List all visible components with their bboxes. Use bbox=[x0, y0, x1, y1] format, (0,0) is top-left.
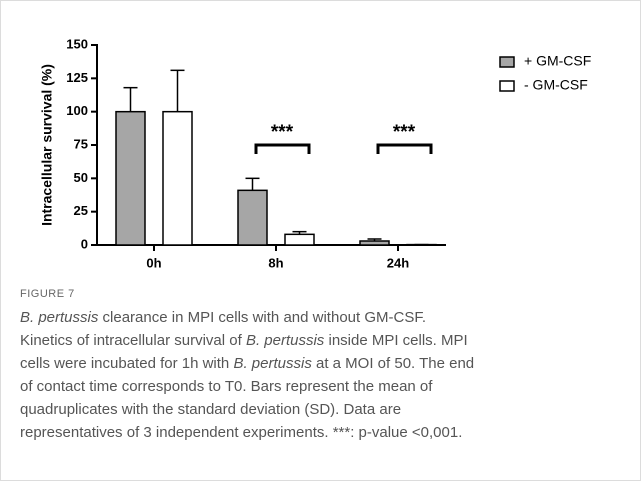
x-tick-label: 8h bbox=[268, 255, 283, 270]
bar bbox=[163, 112, 192, 245]
caption-text: Kinetics of intracellular survival of bbox=[20, 332, 246, 349]
caption-line: Kinetics of intracellular survival of B.… bbox=[20, 332, 468, 349]
caption-text: B. pertussis bbox=[246, 332, 325, 349]
caption-text: cells were incubated for 1h with bbox=[20, 355, 233, 372]
caption-text: B. pertussis bbox=[20, 309, 99, 326]
legend-label: + GM-CSF bbox=[524, 53, 591, 69]
caption-text: clearance in MPI cells with and without … bbox=[98, 309, 426, 326]
caption-text: at a MOI of 50. The end bbox=[312, 355, 474, 372]
bar bbox=[116, 112, 145, 245]
caption-text: quadruplicates with the standard deviati… bbox=[20, 401, 401, 418]
caption-line: B. pertussis clearance in MPI cells with… bbox=[20, 309, 426, 326]
y-tick-label: 50 bbox=[74, 170, 88, 185]
bar bbox=[360, 241, 389, 245]
y-tick-label: 75 bbox=[74, 136, 88, 151]
y-tick-label: 150 bbox=[66, 36, 88, 51]
caption-text: of contact time corresponds to T0. Bars … bbox=[20, 378, 433, 395]
significance-label: *** bbox=[393, 122, 416, 143]
x-tick-label: 24h bbox=[387, 255, 409, 270]
x-tick-label: 0h bbox=[146, 255, 161, 270]
y-tick-label: 0 bbox=[81, 236, 88, 251]
figure-label: FIGURE 7 bbox=[20, 288, 75, 300]
legend-swatch bbox=[500, 81, 514, 91]
y-axis-label: Intracellular survival (%) bbox=[39, 64, 55, 226]
legend-swatch bbox=[500, 57, 514, 67]
legend-label: - GM-CSF bbox=[524, 77, 588, 93]
caption-line: of contact time corresponds to T0. Bars … bbox=[20, 378, 433, 395]
caption-text: representatives of 3 independent experim… bbox=[20, 424, 462, 441]
significance-label: *** bbox=[271, 122, 294, 143]
y-tick-label: 125 bbox=[66, 70, 88, 85]
caption-line: quadruplicates with the standard deviati… bbox=[20, 401, 401, 418]
caption-text: B. pertussis bbox=[233, 355, 312, 372]
y-tick-label: 25 bbox=[74, 203, 88, 218]
caption-line: cells were incubated for 1h with B. pert… bbox=[20, 355, 474, 372]
caption-text: inside MPI cells. MPI bbox=[324, 332, 467, 349]
bar bbox=[238, 190, 267, 245]
caption-line: representatives of 3 independent experim… bbox=[20, 424, 462, 441]
bar bbox=[285, 234, 314, 245]
y-tick-label: 100 bbox=[66, 103, 88, 118]
